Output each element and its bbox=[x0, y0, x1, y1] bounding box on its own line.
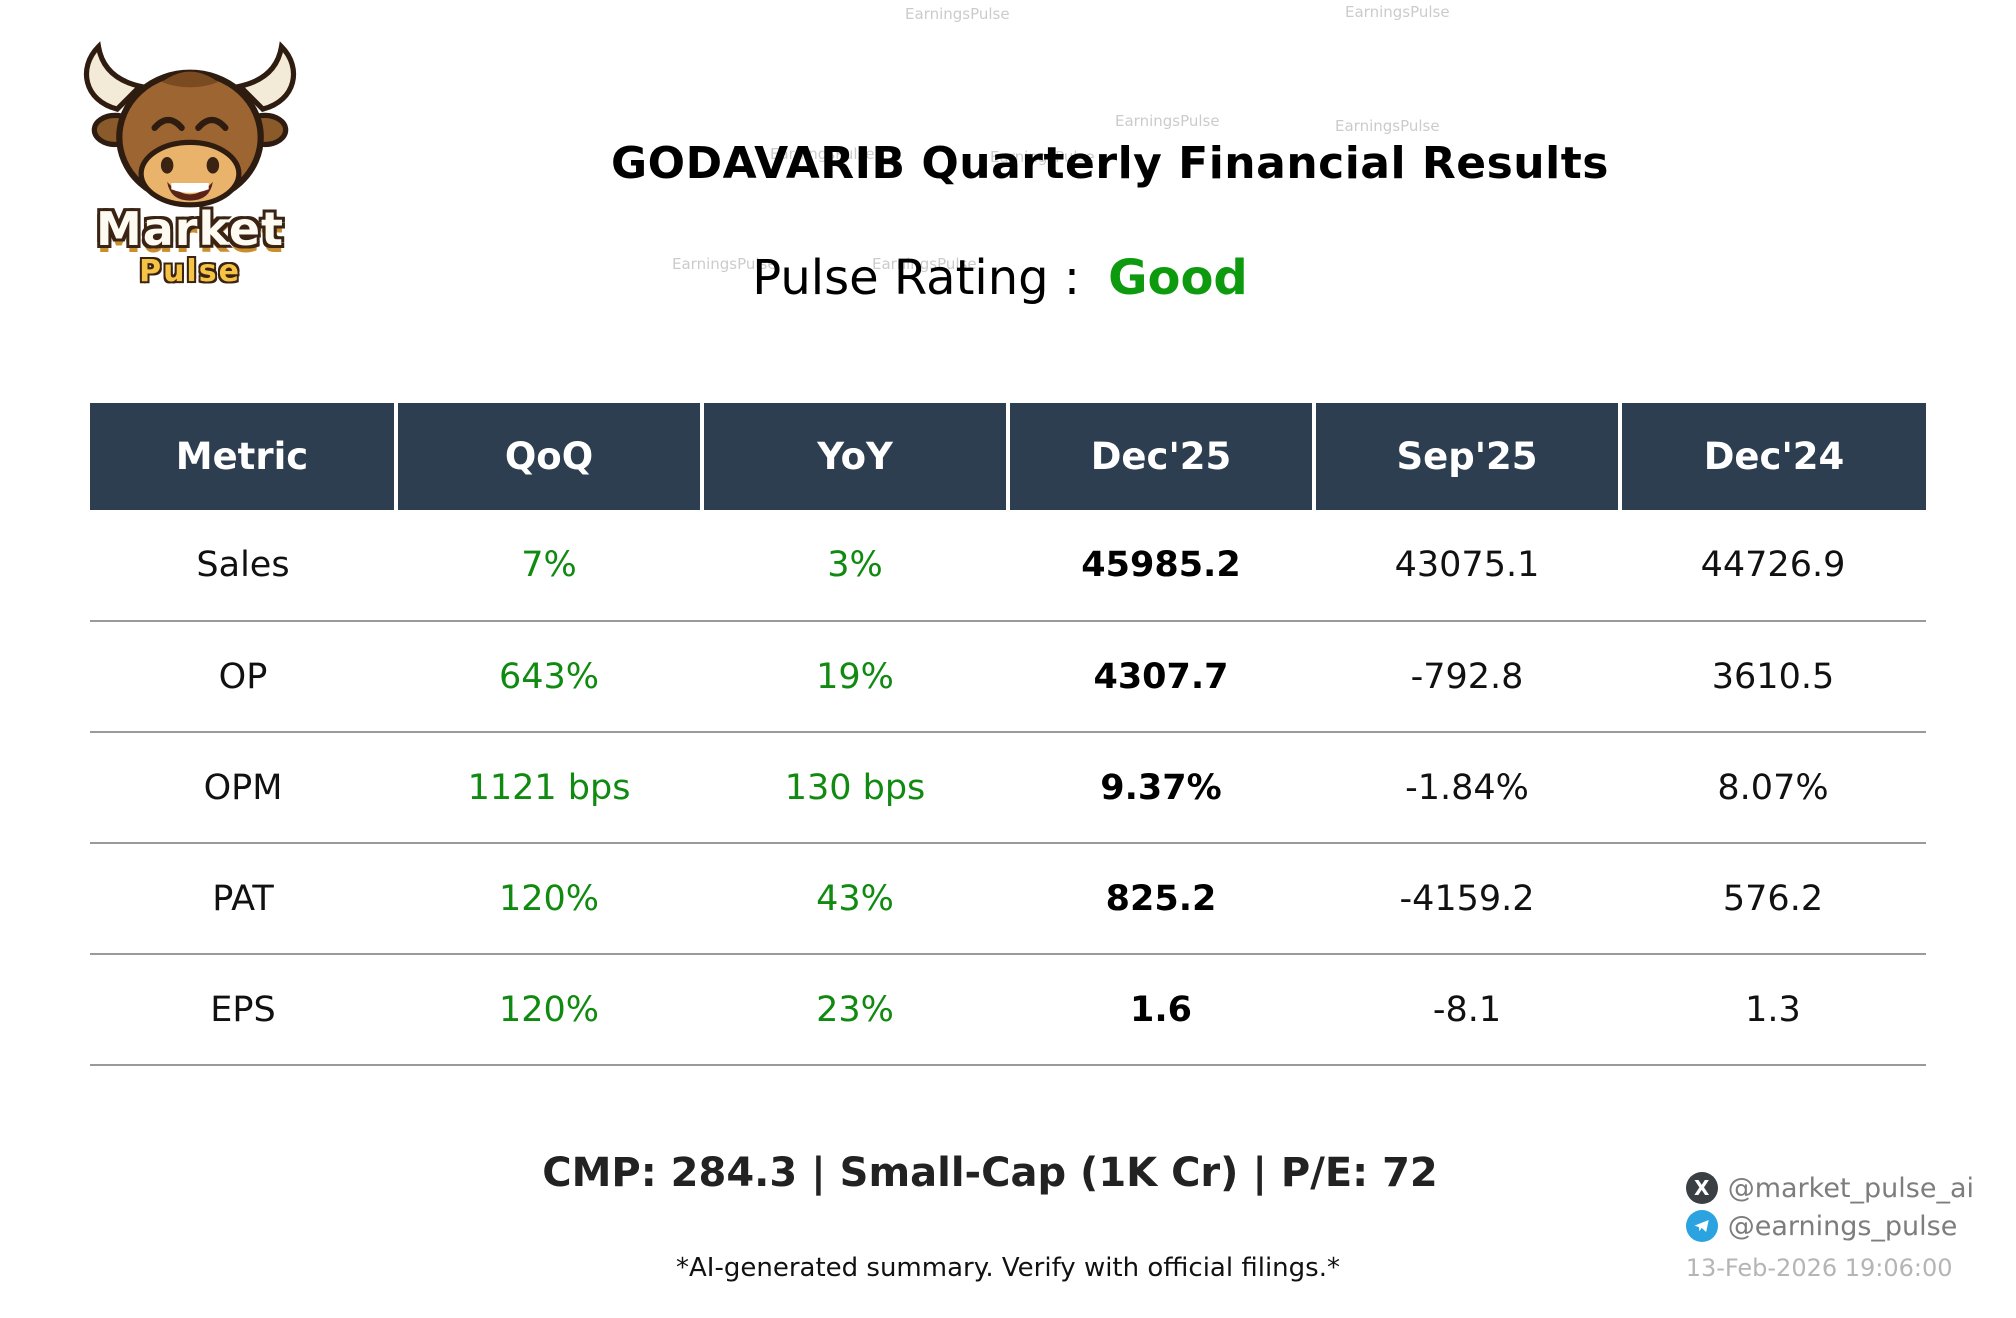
pulse-rating: Pulse Rating : Good bbox=[100, 250, 1900, 306]
value-cell: 825.2 bbox=[1008, 843, 1314, 955]
page-title: GODAVARIB Quarterly Financial Results bbox=[611, 138, 1609, 189]
bull-mascot-image bbox=[83, 41, 297, 208]
value-cell: 45985.2 bbox=[1008, 510, 1314, 622]
x-handle: @market_pulse_ai bbox=[1727, 1172, 1974, 1204]
metric-cell: OP bbox=[90, 621, 396, 733]
results-table-header-row: Metric QoQ YoY Dec'25 Sep'25 Dec'24 bbox=[90, 403, 1926, 510]
x-icon: X bbox=[1685, 1172, 1718, 1204]
brand-logo: Market Pulse bbox=[55, 28, 325, 289]
telegram-icon bbox=[1685, 1210, 1718, 1242]
column-header: QoQ bbox=[394, 403, 702, 510]
column-header: Dec'25 bbox=[1006, 403, 1314, 510]
results-table: Metric QoQ YoY Dec'25 Sep'25 Dec'24 Sales 7% 3%… bbox=[90, 403, 1926, 1066]
table-row: OPM 1121 bps 130 bps 9.37% -1.84% 8.07% bbox=[90, 732, 1926, 844]
column-header: Dec'24 bbox=[1618, 403, 1926, 510]
pulse-rating-label: Pulse Rating : bbox=[752, 250, 1081, 306]
social-links: X @market_pulse_ai @earnings_pulse 13-Fe… bbox=[1685, 1172, 1974, 1282]
value-cell: 643% bbox=[396, 621, 702, 733]
watermark-text: EarningsPulse bbox=[1345, 3, 1450, 21]
value-cell: 9.37% bbox=[1008, 732, 1314, 844]
value-cell: 43% bbox=[702, 843, 1008, 955]
value-cell: -8.1 bbox=[1314, 954, 1620, 1066]
watermark-text: EarningsPulse bbox=[672, 255, 777, 273]
pulse-rating-value: Good bbox=[1108, 250, 1248, 306]
telegram-handle: @earnings_pulse bbox=[1727, 1210, 1958, 1242]
watermark-text: EarningsPulse bbox=[872, 255, 977, 273]
table-row: EPS 120% 23% 1.6 -8.1 1.3 bbox=[90, 954, 1926, 1066]
value-cell: 43075.1 bbox=[1314, 510, 1620, 622]
value-cell: -792.8 bbox=[1314, 621, 1620, 733]
brand-name-market: Market bbox=[95, 202, 285, 256]
value-cell: 4307.7 bbox=[1008, 621, 1314, 733]
metric-cell: EPS bbox=[90, 954, 396, 1066]
watermark-text: EarningsPulse bbox=[1335, 117, 1440, 135]
table-row: Sales 7% 3% 45985.2 43075.1 44726.9 bbox=[90, 510, 1926, 622]
table-row: PAT 120% 43% 825.2 -4159.2 576.2 bbox=[90, 843, 1926, 955]
timestamp: 13-Feb-2026 19:06:00 bbox=[1685, 1254, 1953, 1282]
x-handle-row: X @market_pulse_ai bbox=[1685, 1172, 1974, 1204]
table-row: OP 643% 19% 4307.7 -792.8 3610.5 bbox=[90, 621, 1926, 733]
watermark-text: EarningsPulse bbox=[905, 5, 1010, 23]
results-table-body: Sales 7% 3% 45985.2 43075.1 44726.9 OP 643% 19% 4… bbox=[90, 510, 1926, 1066]
disclaimer: *AI-generated summary. Verify with offic… bbox=[676, 1253, 1340, 1283]
column-header: Metric bbox=[90, 403, 396, 510]
value-cell: 120% bbox=[396, 843, 702, 955]
value-cell: 1121 bps bbox=[396, 732, 702, 844]
value-cell: 23% bbox=[702, 954, 1008, 1066]
brand-name-pulse: Pulse bbox=[139, 254, 241, 289]
value-cell: -1.84% bbox=[1314, 732, 1620, 844]
value-cell: 3610.5 bbox=[1620, 621, 1926, 733]
value-cell: -4159.2 bbox=[1314, 843, 1620, 955]
value-cell: 19% bbox=[702, 621, 1008, 733]
watermark-text: EarningsPulse bbox=[990, 148, 1095, 166]
metric-cell: OPM bbox=[90, 732, 396, 844]
summary-line: CMP: 284.3 | Small-Cap (1K Cr) | P/E: 72 bbox=[542, 1150, 1438, 1196]
value-cell: 130 bps bbox=[702, 732, 1008, 844]
column-header: YoY bbox=[700, 403, 1008, 510]
telegram-handle-row: @earnings_pulse bbox=[1685, 1210, 1974, 1242]
value-cell: 7% bbox=[396, 510, 702, 622]
value-cell: 8.07% bbox=[1620, 732, 1926, 844]
value-cell: 1.3 bbox=[1620, 954, 1926, 1066]
metric-cell: PAT bbox=[90, 843, 396, 955]
value-cell: 1.6 bbox=[1008, 954, 1314, 1066]
watermark-text: EarningsPulse bbox=[770, 145, 875, 163]
value-cell: 3% bbox=[702, 510, 1008, 622]
value-cell: 44726.9 bbox=[1620, 510, 1926, 622]
value-cell: 576.2 bbox=[1620, 843, 1926, 955]
metric-cell: Sales bbox=[90, 510, 396, 622]
watermark-text: EarningsPulse bbox=[1115, 112, 1220, 130]
value-cell: 120% bbox=[396, 954, 702, 1066]
column-header: Sep'25 bbox=[1312, 403, 1620, 510]
